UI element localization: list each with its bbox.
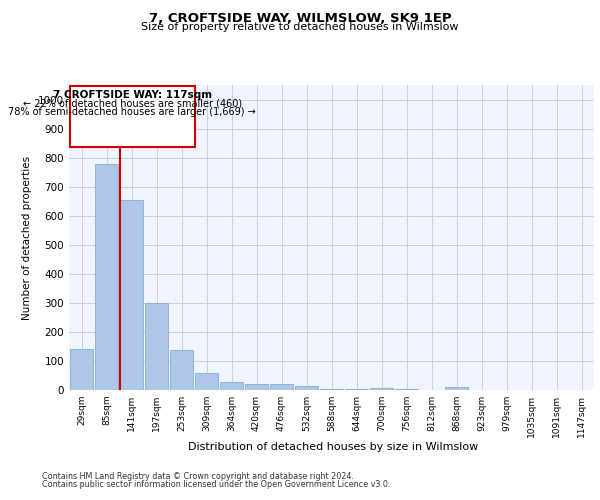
Bar (220, 382, 243, 390)
Bar (270, 384, 293, 390)
Text: Distribution of detached houses by size in Wilmslow: Distribution of detached houses by size … (188, 442, 478, 452)
Bar (120, 200, 143, 390)
Bar (95, 164, 118, 390)
Bar (195, 374, 218, 390)
Bar (370, 388, 393, 390)
Bar (170, 350, 193, 390)
FancyBboxPatch shape (70, 86, 195, 146)
Bar (445, 387, 468, 390)
Bar (145, 304, 168, 390)
Bar (345, 389, 368, 390)
Text: Contains public sector information licensed under the Open Government Licence v3: Contains public sector information licen… (42, 480, 391, 489)
Text: ← 22% of detached houses are smaller (460): ← 22% of detached houses are smaller (46… (23, 98, 242, 108)
Bar (245, 384, 268, 390)
Bar (320, 388, 343, 390)
Text: 78% of semi-detached houses are larger (1,669) →: 78% of semi-detached houses are larger (… (8, 107, 256, 117)
Text: 7 CROFTSIDE WAY: 117sqm: 7 CROFTSIDE WAY: 117sqm (53, 90, 212, 100)
Bar (395, 388, 418, 390)
Text: Contains HM Land Registry data © Crown copyright and database right 2024.: Contains HM Land Registry data © Crown c… (42, 472, 354, 481)
Text: 7, CROFTSIDE WAY, WILMSLOW, SK9 1EP: 7, CROFTSIDE WAY, WILMSLOW, SK9 1EP (149, 12, 451, 26)
Text: Size of property relative to detached houses in Wilmslow: Size of property relative to detached ho… (141, 22, 459, 32)
Y-axis label: Number of detached properties: Number of detached properties (22, 156, 32, 320)
Bar (295, 386, 318, 390)
Bar (70, 350, 93, 390)
